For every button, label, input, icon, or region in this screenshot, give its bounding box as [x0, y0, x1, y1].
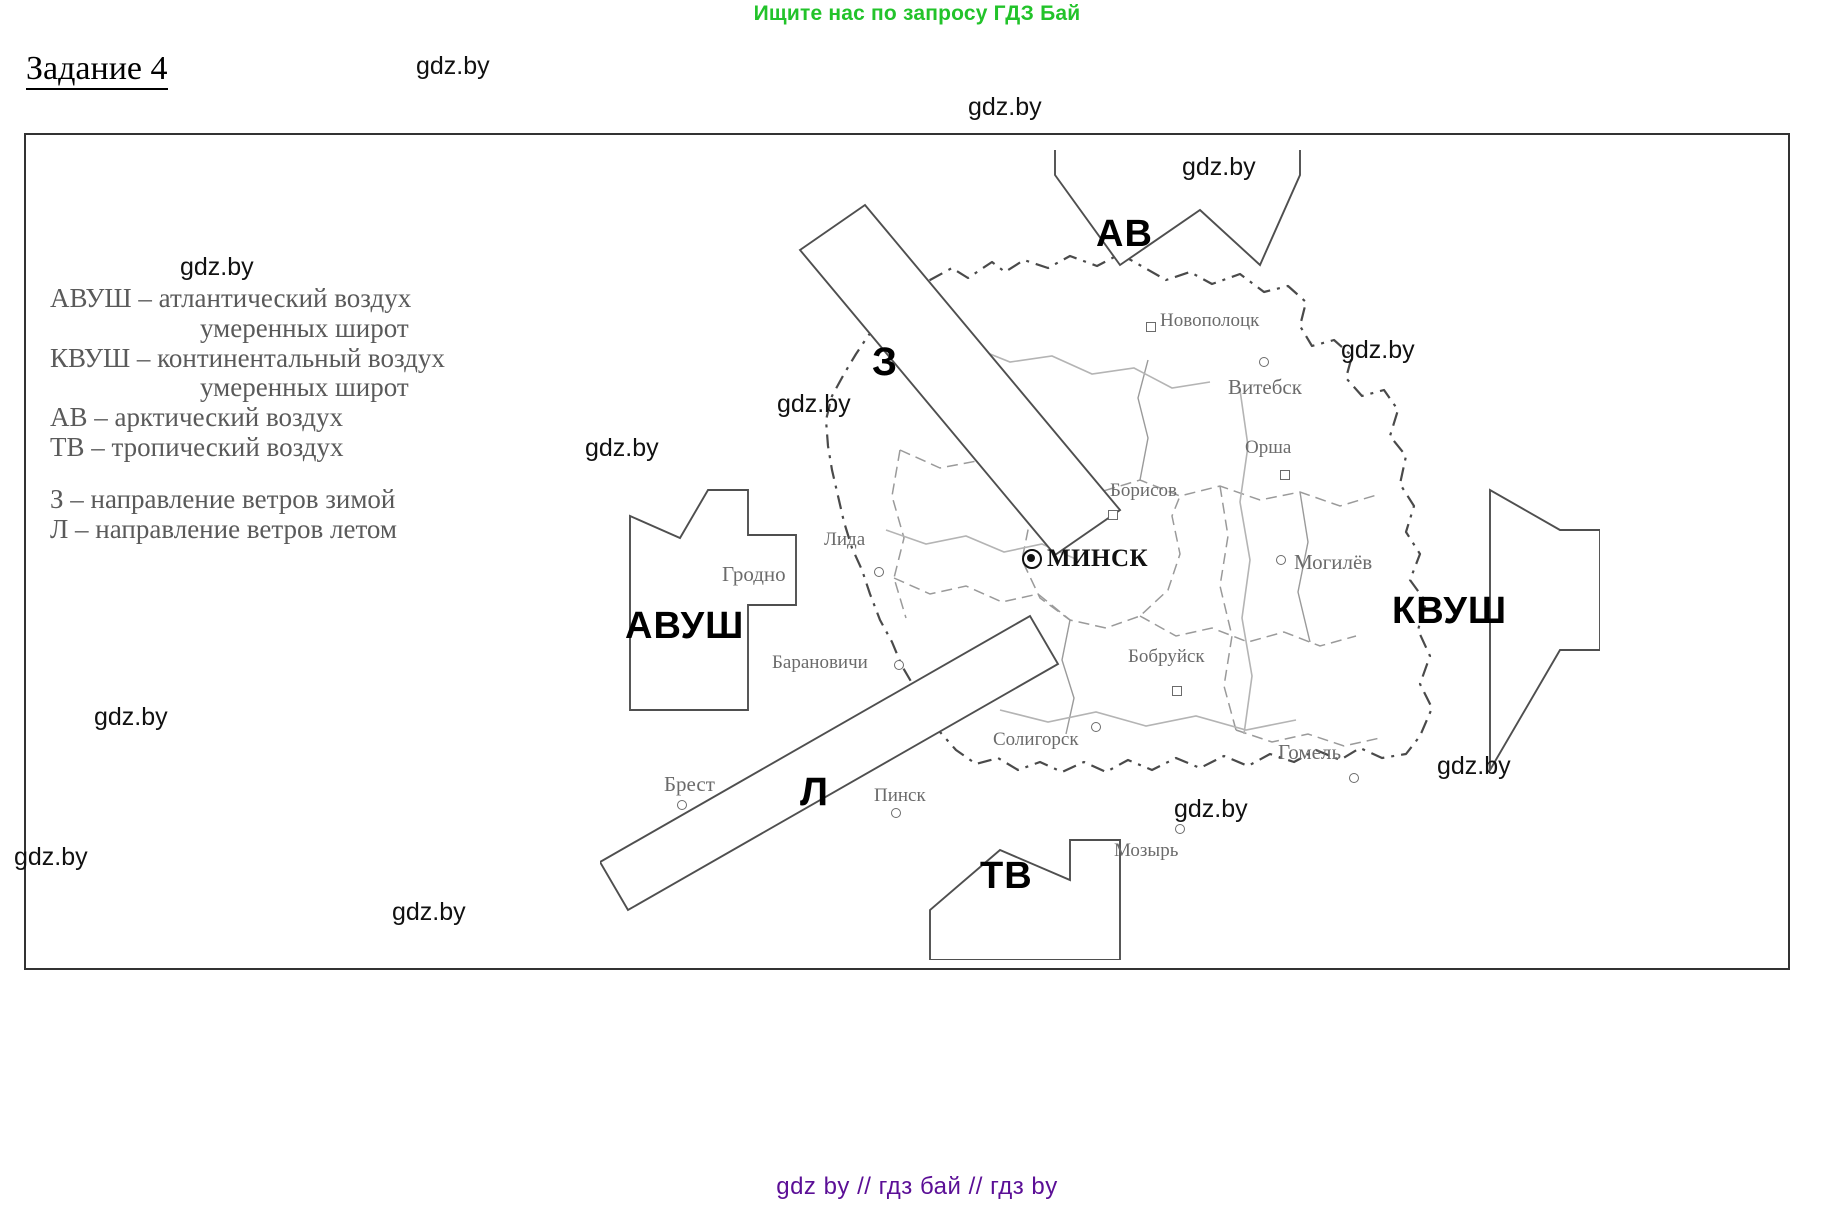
capital-marker-minsk: [1022, 549, 1042, 569]
wind-band-label-winter: З: [872, 340, 899, 384]
legend-line-avush-1: АВУШ – атлантический воздух: [50, 283, 412, 313]
city-label-vitebsk: Витебск: [1228, 375, 1302, 399]
wind-band-label-summer: Л: [800, 770, 830, 814]
watermark-gdz-12: gdz.by: [392, 898, 466, 926]
atlantic-air-arrow: [629, 489, 797, 711]
promo-header-text: Ищите нас по запросу ГДЗ Бай: [753, 2, 1081, 25]
city-marker-borisov: [1108, 510, 1118, 520]
belarus-map-svg: .border-out{fill:none;stroke:#4a4a4a;str…: [600, 150, 1600, 960]
city-marker-bobruisk: [1172, 686, 1182, 696]
city-marker-mogilev: [1276, 555, 1286, 565]
air-mass-label-kvush: КВУШ: [1392, 590, 1508, 632]
oblast-boundaries: [891, 341, 1381, 747]
city-marker-orsha: [1280, 470, 1290, 480]
city-label-soligorsk: Солигорск: [993, 729, 1079, 750]
city-label-novopolotsk: Новополоцк: [1160, 310, 1260, 331]
watermark-gdz-2: gdz.by: [968, 93, 1042, 121]
watermark-gdz-9: gdz.by: [1437, 752, 1511, 780]
watermark-gdz-4: gdz.by: [180, 253, 254, 281]
legend-line-tv: ТВ – тропический воздух: [50, 431, 344, 462]
city-label-baranovichi: Барановичи: [772, 652, 868, 673]
legend-line-av: АВ – арктический воздух: [50, 402, 343, 433]
country-outline: [824, 252, 1434, 774]
watermark-gdz-11: gdz.by: [14, 843, 88, 871]
air-mass-label-av: АВ: [1096, 213, 1153, 255]
continental-air-arrow: [1489, 488, 1600, 774]
city-label-mozyr: Мозырь: [1114, 840, 1179, 861]
tropical-air-arrow: [929, 839, 1121, 960]
air-mass-label-avush: АВУШ: [625, 605, 745, 647]
city-marker-brest: [677, 800, 687, 810]
city-label-minsk: МИНСК: [1047, 545, 1149, 572]
city-label-gomel: Гомель: [1278, 740, 1342, 764]
watermark-gdz-1: gdz.by: [416, 52, 490, 80]
legend-line-avush-2: умеренных широт: [200, 312, 409, 343]
watermark-gdz-3: gdz.by: [1182, 153, 1256, 181]
city-label-pinsk: Пинск: [874, 785, 926, 806]
footer-links[interactable]: gdz by // гдз бай // гдз by: [776, 1173, 1058, 1200]
city-label-brest: Брест: [664, 772, 715, 796]
watermark-gdz-5: gdz.by: [1341, 336, 1415, 364]
summer-wind-band: [600, 614, 1060, 912]
watermark-gdz-6: gdz.by: [777, 390, 851, 418]
city-label-mogilev: Могилёв: [1294, 550, 1373, 574]
city-label-orsha: Орша: [1245, 437, 1292, 458]
watermark-gdz-8: gdz.by: [94, 703, 168, 731]
city-label-lida: Лида: [824, 529, 866, 550]
city-marker-soligorsk: [1091, 722, 1101, 732]
legend-line-winter-wind: З – направление ветров зимой: [50, 483, 396, 514]
legend: АВУШ – атлантический воздух умеренных ши…: [50, 283, 610, 545]
city-label-bobruisk: Бобруйск: [1128, 646, 1205, 667]
city-marker-lida: [874, 567, 884, 577]
page-title: Задание 4: [26, 52, 168, 90]
city-marker-mozyr: [1175, 824, 1185, 834]
watermark-gdz-7: gdz.by: [585, 434, 659, 462]
city-marker-novopolotsk: [1146, 322, 1156, 332]
city-label-grodno: Гродно: [722, 562, 786, 586]
winter-wind-band: [798, 203, 1122, 557]
belarus-map: .border-out{fill:none;stroke:#4a4a4a;str…: [600, 150, 1600, 960]
city-marker-gomel: [1349, 773, 1359, 783]
air-mass-label-tv: ТВ: [980, 855, 1033, 897]
city-marker-pinsk: [891, 808, 901, 818]
watermark-gdz-10: gdz.by: [1174, 795, 1248, 823]
legend-line-summer-wind: Л – направление ветров летом: [50, 513, 397, 544]
city-marker-baranovichi: [894, 660, 904, 670]
city-marker-vitebsk: [1259, 357, 1269, 367]
legend-spacer: [50, 464, 610, 486]
legend-line-kvush-1: КВУШ – континентальный воздух: [50, 342, 445, 373]
legend-line-kvush-2: умеренных широт: [200, 372, 409, 403]
arctic-air-arrow: [1054, 150, 1301, 267]
city-label-borisov: Борисов: [1110, 480, 1177, 501]
